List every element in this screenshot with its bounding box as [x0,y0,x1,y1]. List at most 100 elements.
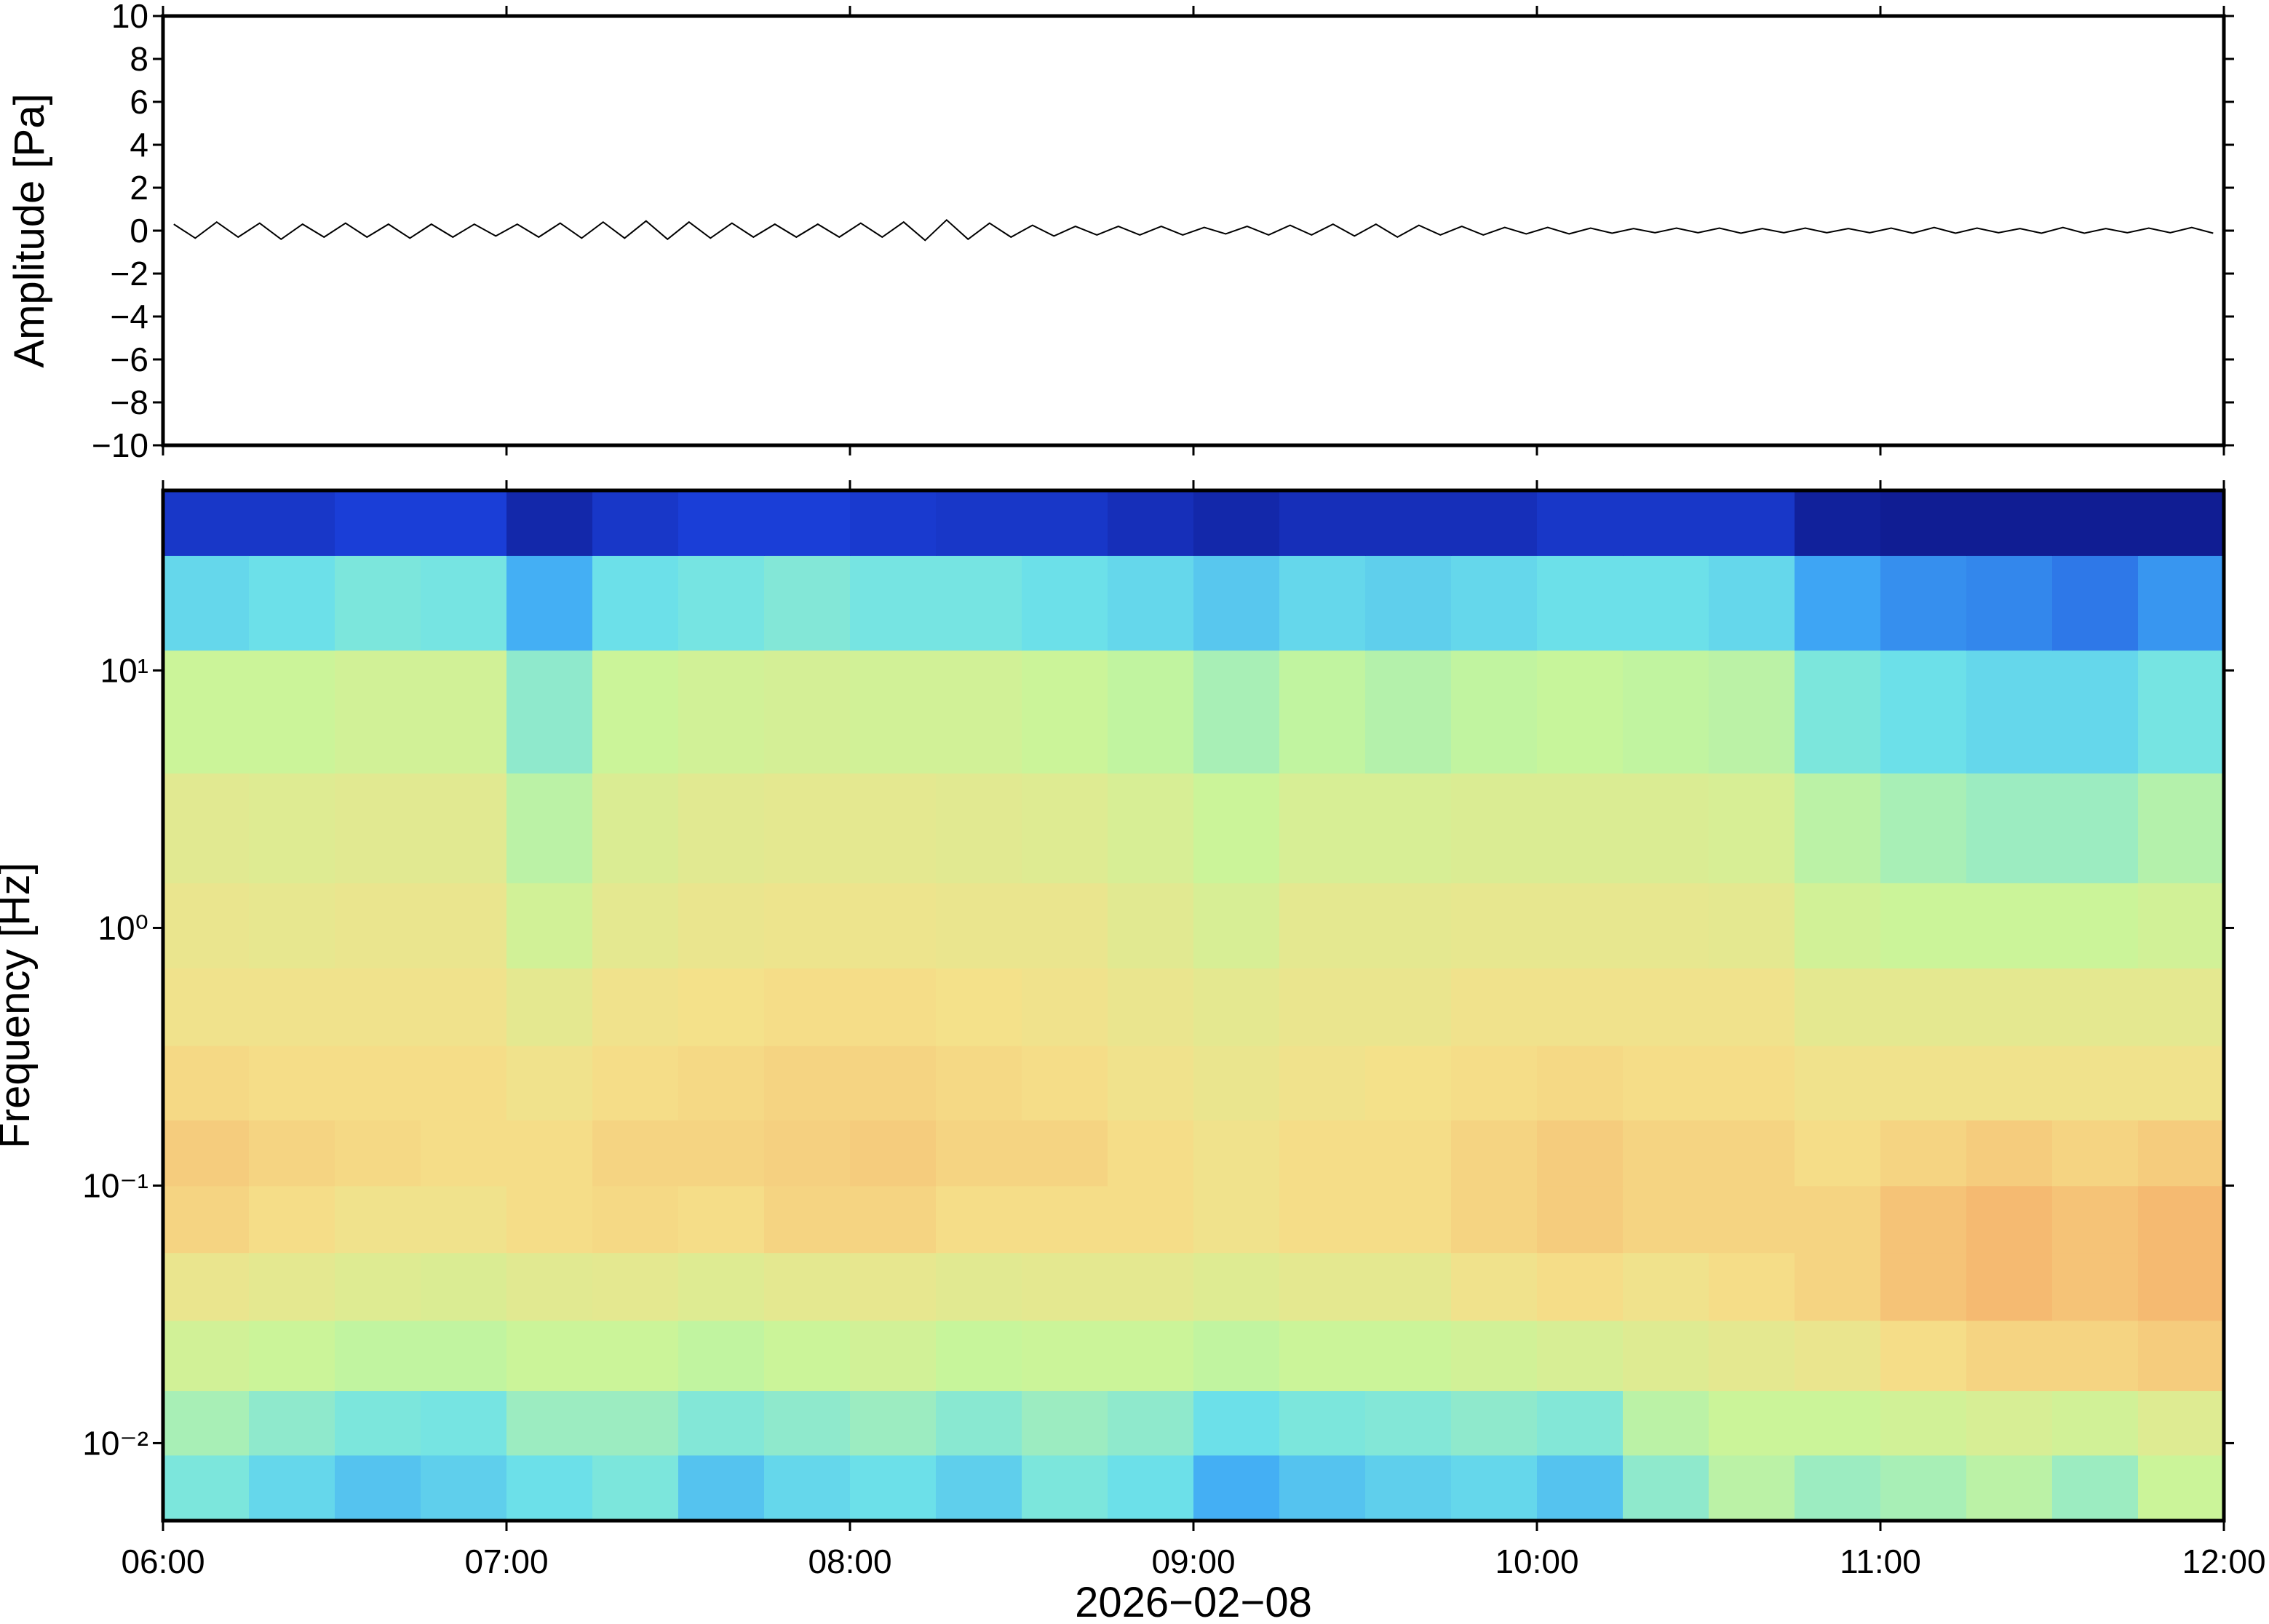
spectrogram-cell [936,1120,1022,1187]
spectrogram-cell [1623,1320,1709,1391]
spectrogram-cell [850,1252,937,1321]
spectrogram-cell [1108,1252,1194,1321]
spectrogram-cell [1022,968,1108,1046]
spectrogram-cell [1365,1320,1452,1391]
spectrogram-cell [936,1252,1022,1321]
spectrogram-cell [1966,650,2053,774]
spectrogram-cell [764,1454,851,1521]
spectrogram-cell [421,1185,507,1254]
spectrogram-cell [678,1390,765,1456]
spectrogram-cell [163,1320,250,1391]
spectrogram-cell [1108,650,1194,774]
spectrogram-cell [2138,773,2225,883]
spectrogram-cell [592,650,679,774]
spectrogram-cell [1795,1045,1881,1121]
spectrogram-cell [1966,773,2053,883]
spectrogram-cell [1966,1045,2053,1121]
spectrogram-cell [1279,1454,1366,1521]
spectrogram-cell [592,883,679,969]
spectrogram-cell [1966,490,2053,556]
spectrogram-cell [1365,1045,1452,1121]
y-tick-label: −2 [111,255,148,292]
spectrogram-cell [1795,968,1881,1046]
spectrogram-cell [1880,773,1967,883]
spectrogram-cell [1365,773,1452,883]
spectrogram-cell [678,1185,765,1254]
spectrogram-cell [592,1185,679,1254]
spectrogram-cell [1108,1185,1194,1254]
y-tick-label: 10⁻¹ [82,1166,148,1204]
spectrogram-cell [421,1120,507,1187]
spectrogram-cell [1022,1454,1108,1521]
spectrogram-cell [1880,1320,1967,1391]
spectrogram-cell [1451,490,1538,556]
spectrogram-cell [249,1390,335,1456]
spectrogram-cell [592,773,679,883]
spectrogram-cell [506,1045,593,1121]
spectrogram-cell [2052,773,2139,883]
spectrogram-cell [163,490,250,556]
spectrogram-cell [1451,1185,1538,1254]
spectrogram-cell [764,968,851,1046]
spectrogram-cell [163,1390,250,1456]
spectrogram-cell [2052,883,2139,969]
spectrogram-cell [1709,1045,1795,1121]
spectrogram-cell [2138,490,2225,556]
spectrogram-cell [1022,490,1108,556]
spectrogram-cell [2138,1185,2225,1254]
spectrogram-cell [335,1454,421,1521]
spectrogram-cell [1709,1390,1795,1456]
spectrogram-cell [1108,1390,1194,1456]
spectrogram-cell [1880,555,1967,651]
spectrogram-cell [1365,650,1452,774]
spectrogram-cell [1022,1320,1108,1391]
x-tick-label: 11:00 [1840,1543,1921,1580]
spectrogram-cell [1623,1045,1709,1121]
spectrogram-cell [249,1454,335,1521]
spectrogram-cell [764,1045,851,1121]
spectrogram-cell [1279,773,1366,883]
spectrogram-cell [163,773,250,883]
spectrogram-cell [1795,1390,1881,1456]
spectrogram-cell [1108,968,1194,1046]
spectrogram-cell [1623,1120,1709,1187]
spectrogram-cell [335,490,421,556]
spectrogram-cell [1623,555,1709,651]
spectrogram-cell [163,1252,250,1321]
spectrogram-cell [850,968,937,1046]
spectrogram-cell [1108,883,1194,969]
spectrogram-cell [678,490,765,556]
spectrogram-cell [2052,1320,2139,1391]
spectrogram-cell [249,1320,335,1391]
spectrogram-cell [936,773,1022,883]
spectrogram-cell [850,1454,937,1521]
spectrogram-cell [1022,1185,1108,1254]
spectrogram-cell [1880,1185,1967,1254]
spectrogram-cell [2138,1120,2225,1187]
spectrogram-cell [592,555,679,651]
spectrogram-cell [936,1320,1022,1391]
spectrogram-cell [764,1120,851,1187]
spectrogram-cell [1795,1454,1881,1521]
spectrogram-cell [1193,1320,1280,1391]
spectrogram-cell [678,555,765,651]
spectrogram-cell [1279,1320,1366,1391]
spectrogram-cell [163,1045,250,1121]
spectrogram-cell [2052,968,2139,1046]
spectrogram-cell [1623,773,1709,883]
spectrogram-cell [1880,1252,1967,1321]
x-tick-label: 12:00 [2182,1543,2265,1580]
spectrogram-cell [1451,650,1538,774]
spectrogram-cell [1880,1120,1967,1187]
spectrogram-cell [1795,883,1881,969]
y-tick-label: −6 [111,341,148,378]
spectrogram-cell [335,968,421,1046]
spectrogram-cell [592,1045,679,1121]
spectrogram-cell [249,1120,335,1187]
spectrogram-cell [1795,1185,1881,1254]
spectrogram-cell [1108,1320,1194,1391]
spectrogram-cell [1193,490,1280,556]
spectrogram-cell [1709,1185,1795,1254]
spectrogram-cell [2052,490,2139,556]
x-axis-label: 2026−02−08 [1075,1579,1312,1624]
